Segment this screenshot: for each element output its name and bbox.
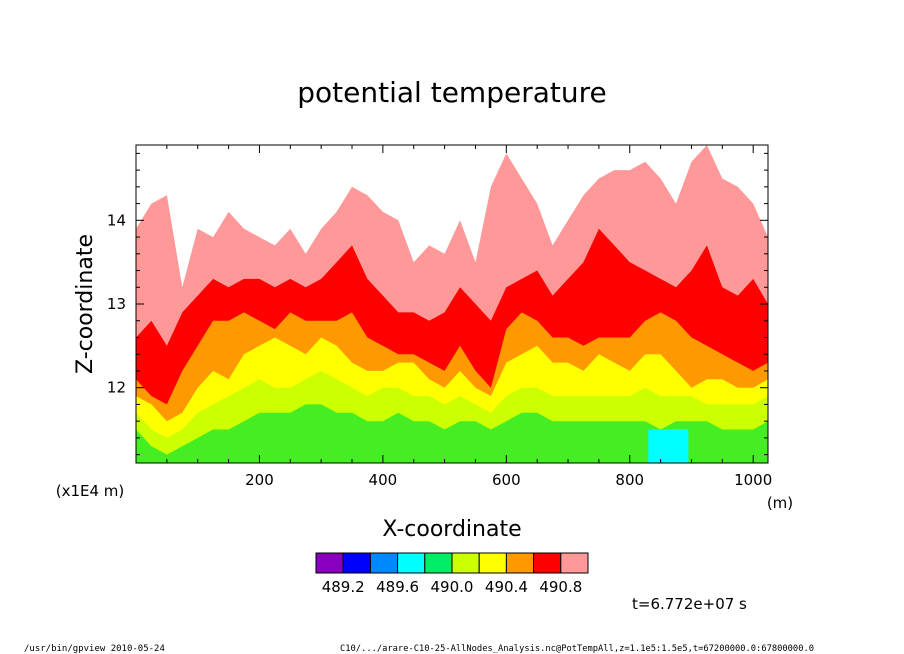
colorbar-label: 490.8 [539,578,582,596]
y-tick-label: 12 [107,379,126,397]
colorbar-cell [369,552,399,574]
x-axis-ticks: 200 400 600 800 1000 [166,145,772,489]
colorbar-label: 489.6 [376,578,419,596]
y-axis-ticks: 12 13 14 [107,152,768,456]
x-tick-label: 800 [615,471,644,489]
footer-right: C10/.../arare-C10-25-AllNodes_Analysis.n… [340,644,814,654]
x-tick-label: 600 [492,471,521,489]
contour-band-green [136,404,768,463]
colorbar-cell [505,552,535,574]
colorbar [315,552,589,574]
x-axis-label: X-coordinate [382,517,521,542]
x-tick-label: 400 [369,471,398,489]
colorbar-cell [533,552,562,574]
x-tick-label: 200 [245,471,274,489]
time-label: t=6.772e+07 s [632,595,747,613]
contour-field [136,145,768,463]
colorbar-cell [560,552,589,574]
colorbar-label: 490.0 [431,578,474,596]
footer-left: /usr/bin/gpview 2010-05-24 [24,644,165,654]
colorbar-label: 489.2 [322,578,365,596]
colorbar-label: 490.4 [485,578,528,596]
colorbar-cell [397,552,426,574]
contour-band-cyan [648,429,689,463]
colorbar-cell [478,552,507,574]
chart-title: potential temperature [297,76,606,109]
y-unit-label: (x1E4 m) [56,482,125,500]
y-axis-label: Z-coordinate [73,234,98,374]
y-tick-label: 14 [107,211,126,229]
colorbar-cell [315,552,344,574]
colorbar-cell [451,552,480,574]
colorbar-cell [424,552,453,574]
y-tick-label: 13 [107,295,126,313]
x-tick-label: 1000 [734,471,772,489]
colorbar-labels: 489.2 489.6 490.0 490.4 490.8 [322,578,583,596]
x-unit-label: (m) [767,494,793,512]
colorbar-cell [342,552,371,574]
